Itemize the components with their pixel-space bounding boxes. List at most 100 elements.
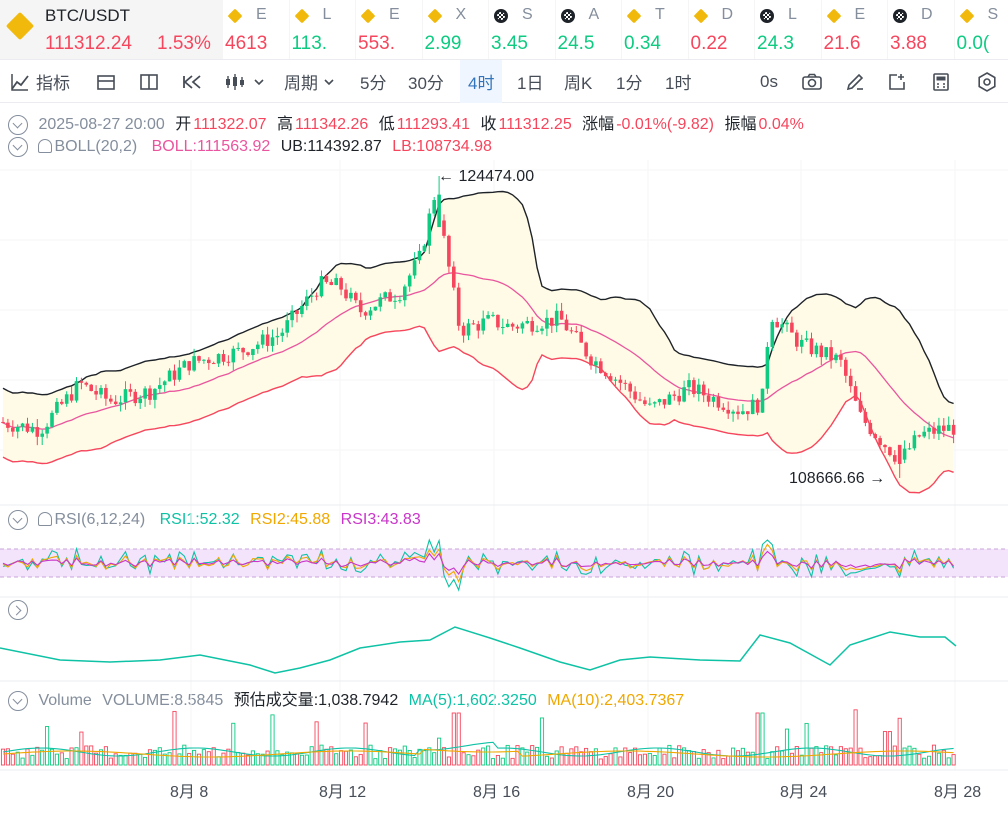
ticker-symbol: S (522, 6, 533, 23)
interval-5m[interactable]: 5分 (360, 74, 387, 93)
candle-body (613, 379, 618, 381)
volume-bar (216, 756, 221, 766)
candle-body (755, 399, 760, 413)
candle-body (937, 425, 941, 434)
ticker-item[interactable]: X 2.99 (421, 0, 489, 59)
candle-body (265, 334, 270, 346)
interval-4h[interactable]: 4时 (460, 60, 503, 103)
candle-body (736, 411, 740, 415)
ticker-item[interactable]: T 0.34 (621, 0, 688, 59)
bell-icon[interactable] (38, 512, 53, 527)
candle-body (358, 300, 363, 313)
candle-body (505, 323, 510, 327)
volume-bar (505, 744, 510, 766)
ticker-item[interactable]: D 0.22 (687, 0, 755, 59)
candle-body (682, 387, 686, 402)
split-view-icon[interactable] (139, 60, 159, 103)
volume-bar (54, 753, 59, 766)
ticker-value: 113. (291, 33, 328, 54)
high-label: 高 (276, 116, 293, 133)
volume-bar (922, 757, 927, 766)
pencil-icon[interactable] (845, 60, 865, 103)
candle-body (819, 345, 824, 358)
countdown-timer: 0s (760, 71, 778, 91)
volume-bar (309, 746, 314, 766)
ticker-value: 553. (358, 33, 395, 54)
candle-body (883, 444, 887, 448)
candle-body (403, 286, 407, 301)
collapse-toggle-icon[interactable] (8, 690, 28, 711)
ticker-item[interactable]: D 3.88 (887, 0, 954, 59)
bell-icon[interactable] (38, 139, 53, 154)
volume-bar (402, 745, 407, 766)
volume-bar (98, 749, 104, 766)
candle-body (633, 391, 637, 400)
add-window-icon[interactable] (887, 60, 907, 103)
volume-bar (838, 746, 843, 766)
volume-bar (682, 747, 687, 766)
candle-body (270, 337, 275, 346)
ticker-main-pair[interactable]: BTC/USDT 111312.24 1.53% (0, 0, 222, 59)
ticker-item[interactable]: S 3.45 (488, 0, 555, 59)
settings-icon[interactable] (976, 60, 998, 103)
interval-1m[interactable]: 1分 (616, 74, 643, 93)
candle-body (79, 381, 84, 383)
ticker-item[interactable]: E 553. (355, 0, 422, 59)
ticker-item[interactable]: E 21.6 (820, 0, 888, 59)
interval-1d[interactable]: 1日 (517, 74, 544, 93)
ticker-item[interactable]: E 4613 (222, 0, 289, 59)
rsi-info-row: RSI(6,12,24) RSI1:52.32 RSI2:45.88 RSI3:… (0, 510, 427, 530)
candle-body (84, 382, 89, 385)
ticker-item[interactable]: L 24.3 (754, 0, 821, 59)
volume-bar (525, 751, 530, 766)
expand-toggle-icon[interactable] (8, 600, 28, 620)
candle-body (569, 330, 574, 332)
candle-body (760, 388, 765, 413)
volume-bar (265, 750, 270, 766)
candle-body (559, 310, 564, 320)
ohlc-datetime: 2025-08-27 20:00 (38, 116, 165, 133)
chain-icon (494, 9, 508, 23)
indicators-button[interactable]: 指标 (10, 60, 70, 103)
candle-body (334, 278, 338, 286)
rewind-icon[interactable] (181, 60, 203, 103)
candle-body (158, 385, 162, 389)
candle-body (907, 448, 912, 450)
ticker-item[interactable]: A 24.5 (554, 0, 622, 59)
x-tick-label: 8月 28 (934, 784, 982, 801)
volume-bar (799, 754, 804, 766)
collapse-toggle-icon[interactable] (8, 114, 28, 135)
camera-icon[interactable] (801, 60, 823, 103)
candle-body (917, 435, 922, 437)
volume-bar (59, 752, 64, 766)
interval-30m[interactable]: 30分 (408, 74, 444, 93)
candle-body (515, 326, 520, 329)
candle-body (153, 388, 157, 400)
period-dropdown[interactable]: 周期 (284, 60, 336, 103)
candle-body (1, 421, 5, 423)
volume-bar (647, 752, 652, 766)
x-tick-label: 8月 12 (319, 784, 367, 801)
ticker-item[interactable]: S 0.0( (953, 0, 1008, 59)
candle-body (55, 401, 59, 413)
ticker-symbol: D (921, 6, 933, 23)
volume-bar (260, 753, 265, 766)
chart-type-dropdown[interactable] (224, 60, 266, 103)
collapse-toggle-icon[interactable] (8, 137, 28, 157)
candle-body (113, 401, 118, 405)
x-tick-label: 8月 16 (473, 784, 521, 801)
ticker-item[interactable]: L 113. (288, 0, 356, 59)
layout-icon[interactable] (96, 60, 116, 103)
collapse-toggle-icon[interactable] (8, 510, 28, 530)
candle-body (393, 300, 397, 302)
candle-body (45, 426, 49, 434)
rsi2-value: RSI2:45.88 (250, 511, 331, 529)
interval-1w[interactable]: 周K (564, 74, 593, 93)
candle-body (844, 359, 848, 376)
candle-body (868, 422, 873, 435)
calculator-icon[interactable] (931, 60, 951, 103)
candle-body (6, 422, 10, 428)
interval-1h[interactable]: 1时 (665, 74, 692, 93)
low-annotation: 108666.66 → (789, 470, 886, 487)
